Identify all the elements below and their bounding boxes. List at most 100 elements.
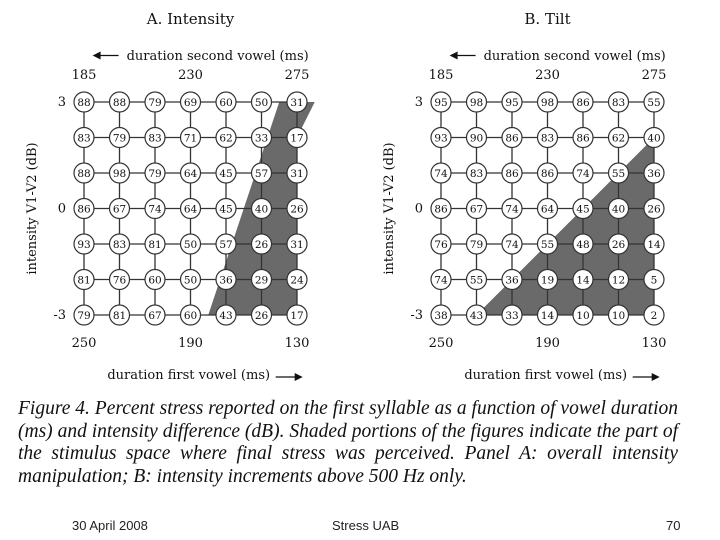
data-point-marker [144, 304, 166, 326]
data-point-marker [179, 197, 202, 220]
data-value-label: 64 [184, 168, 198, 180]
data-value-label: 40 [255, 204, 268, 216]
data-point-marker [465, 304, 488, 326]
data-point-marker [73, 162, 95, 184]
data-point-marker [250, 91, 273, 113]
data-value-label: 10 [612, 310, 625, 322]
left-arrowhead-icon [449, 51, 458, 60]
data-point-marker [108, 233, 131, 255]
bottom-tick-label: 190 [178, 336, 203, 351]
top-tick-label: 230 [535, 68, 560, 83]
data-value-label: 24 [290, 275, 304, 287]
bottom-tick-label: 190 [535, 336, 560, 351]
data-point-marker [250, 233, 273, 255]
data-value-label: 60 [148, 275, 161, 287]
data-point-marker [144, 126, 166, 149]
top-tick-label: 275 [285, 68, 310, 83]
data-point-marker [215, 126, 237, 149]
data-value-label: 55 [647, 97, 660, 109]
data-point-marker [501, 268, 523, 291]
data-point-marker [286, 233, 308, 255]
data-value-label: 86 [505, 168, 519, 180]
data-value-label: 45 [576, 204, 589, 216]
left-arrowhead-icon [92, 51, 101, 60]
data-point-marker [430, 233, 452, 255]
data-point-marker [572, 162, 594, 184]
data-value-label: 50 [184, 239, 197, 251]
data-value-label: 98 [470, 97, 483, 109]
data-point-marker [536, 268, 559, 291]
data-value-label: 88 [113, 97, 126, 109]
data-value-label: 95 [505, 97, 518, 109]
data-value-label: 31 [290, 239, 303, 251]
data-value-label: 90 [470, 133, 483, 145]
data-value-label: 14 [647, 239, 661, 251]
data-point-marker [536, 197, 559, 220]
data-point-marker [607, 197, 630, 220]
data-value-label: 50 [184, 275, 197, 287]
data-value-label: 74 [148, 204, 162, 216]
data-point-marker [286, 162, 308, 184]
data-point-marker [643, 304, 665, 326]
data-point-marker [215, 233, 237, 255]
data-value-label: 86 [505, 133, 519, 145]
data-point-marker [643, 126, 665, 149]
data-value-label: 67 [470, 204, 483, 216]
data-point-marker [73, 304, 95, 326]
data-point-marker [73, 233, 95, 255]
data-value-label: 81 [113, 310, 126, 322]
data-value-label: 95 [434, 97, 447, 109]
data-point-marker [250, 197, 273, 220]
data-point-marker [144, 91, 166, 113]
data-point-marker [215, 268, 237, 291]
data-value-label: 33 [505, 310, 518, 322]
data-value-label: 45 [219, 168, 232, 180]
y-tick-label: -3 [53, 308, 66, 323]
data-value-label: 57 [255, 168, 268, 180]
data-value-label: 88 [77, 168, 90, 180]
data-value-label: 60 [219, 97, 232, 109]
data-point-marker [286, 126, 308, 149]
data-value-label: 74 [505, 204, 519, 216]
data-point-marker [643, 162, 665, 184]
right-arrowhead-icon [651, 373, 660, 381]
top-tick-label: 230 [178, 68, 203, 83]
data-point-marker [250, 268, 273, 291]
data-value-label: 45 [219, 204, 232, 216]
data-value-label: 55 [541, 239, 554, 251]
data-point-marker [465, 197, 488, 220]
data-point-marker [430, 91, 452, 113]
data-point-marker [501, 197, 523, 220]
data-value-label: 67 [148, 310, 161, 322]
data-value-label: 40 [647, 133, 660, 145]
data-point-marker [215, 162, 237, 184]
bottom-tick-label: 250 [72, 336, 97, 351]
data-value-label: 29 [255, 275, 268, 287]
data-point-marker [501, 91, 523, 113]
data-value-label: 86 [576, 97, 590, 109]
data-value-label: 36 [647, 168, 661, 180]
data-value-label: 26 [290, 204, 304, 216]
data-point-marker [643, 233, 665, 255]
data-value-label: 98 [541, 97, 554, 109]
data-point-marker [179, 268, 202, 291]
data-point-marker [572, 126, 594, 149]
data-value-label: 79 [148, 168, 161, 180]
data-value-label: 17 [290, 310, 303, 322]
data-value-label: 69 [184, 97, 197, 109]
data-value-label: 57 [219, 239, 232, 251]
data-point-marker [215, 304, 237, 326]
data-point-marker [250, 162, 273, 184]
data-point-marker [465, 91, 488, 113]
footer-page-number: 70 [666, 518, 681, 533]
data-point-marker [501, 233, 523, 255]
bottom-axis-label: duration first vowel (ms) [107, 368, 270, 383]
data-point-marker [536, 162, 559, 184]
data-value-label: 81 [77, 275, 90, 287]
data-point-marker [179, 126, 202, 149]
data-point-marker [108, 162, 131, 184]
footer-date: 30 April 2008 [72, 518, 148, 533]
top-tick-label: 185 [72, 68, 97, 83]
